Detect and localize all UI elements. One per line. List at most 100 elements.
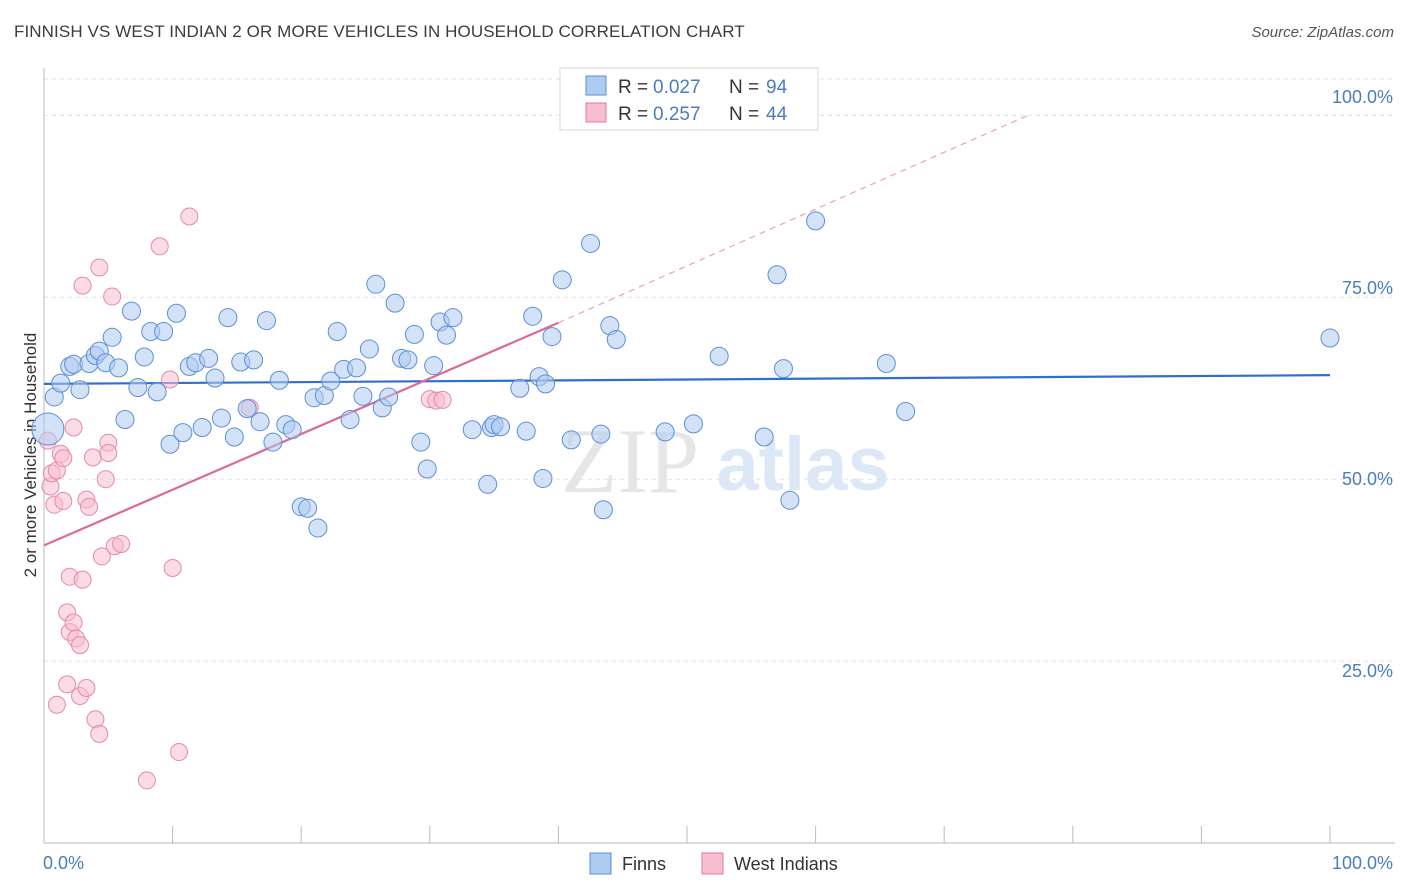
- finns-point: [523, 306, 543, 326]
- finns-point: [282, 420, 302, 440]
- finns-point: [536, 374, 556, 394]
- finns-point: [510, 378, 530, 398]
- finns-point: [340, 410, 360, 430]
- y-tick-label-100: 100.0%: [1332, 87, 1393, 107]
- finns-points: [31, 211, 1340, 538]
- west-indians-point: [112, 534, 131, 553]
- finns-point: [379, 387, 399, 407]
- west-indians-point: [47, 695, 66, 714]
- legend-r-label-finns: R =: [618, 77, 648, 98]
- finns-point: [218, 308, 238, 328]
- series-legend: Finns West Indians: [589, 852, 838, 875]
- finns-point: [346, 358, 366, 378]
- chart-title: FINNISH VS WEST INDIAN 2 OR MORE VEHICLE…: [14, 22, 745, 41]
- finns-point: [780, 490, 800, 510]
- axes: [43, 68, 1395, 844]
- west-indians-point: [90, 724, 109, 743]
- x-tick-label-0: 0.0%: [43, 853, 84, 873]
- legend-n-label-finns: N =: [729, 77, 759, 98]
- y-axis-label: 2 or more Vehicles in Household: [21, 333, 40, 578]
- finns-point: [516, 421, 536, 441]
- y-tick-label-25: 25.0%: [1342, 661, 1393, 681]
- west-indians-trend-line: [43, 321, 559, 547]
- finns-point: [443, 308, 463, 328]
- trend-lines: [43, 114, 1331, 547]
- finns-point: [353, 386, 373, 406]
- west-indians-point: [64, 613, 83, 632]
- finns-point: [366, 274, 386, 294]
- west-indians-point: [58, 675, 77, 694]
- west-indians-point: [137, 771, 156, 790]
- finns-point: [437, 325, 457, 345]
- finns-point: [754, 427, 774, 447]
- finns-point: [411, 432, 431, 452]
- finns-point: [398, 350, 418, 370]
- west-indians-point: [90, 258, 109, 277]
- finns-point: [237, 399, 257, 419]
- finns-point: [154, 321, 174, 341]
- finns-point: [709, 346, 729, 366]
- finns-point: [321, 371, 341, 391]
- legend-swatch-west-indians: [585, 102, 607, 123]
- finns-point: [298, 498, 318, 518]
- west-indians-point: [96, 470, 115, 489]
- bottom-legend-label-west-indians: West Indians: [734, 854, 838, 874]
- west-indians-trend-extension: [558, 114, 1029, 324]
- finns-point: [561, 430, 581, 450]
- grid: [44, 78, 1395, 662]
- finns-point: [211, 408, 231, 428]
- correlation-legend: R = 0.027 N = 94 R = 0.257 N = 44: [559, 67, 819, 131]
- west-indians-point: [77, 679, 96, 698]
- finns-point: [327, 321, 347, 341]
- watermark-zip: ZIP: [561, 410, 699, 512]
- finns-point: [876, 353, 896, 373]
- west-indians-point: [92, 547, 111, 566]
- x-tick-label-100: 100.0%: [1332, 853, 1393, 873]
- bottom-legend-label-finns: Finns: [622, 854, 666, 874]
- finns-point: [160, 434, 180, 454]
- west-indians-point: [71, 636, 90, 655]
- finns-point: [606, 329, 626, 349]
- finns-point: [385, 293, 405, 313]
- legend-r-label-west-indians: R =: [618, 104, 648, 125]
- finns-point: [542, 327, 562, 347]
- finns-point: [192, 418, 212, 438]
- finns-point: [552, 270, 572, 290]
- finns-point: [655, 422, 675, 442]
- legend-n-label-west-indians: N =: [729, 104, 759, 125]
- finns-point: [593, 500, 613, 520]
- west-indians-point: [170, 743, 189, 762]
- finns-point: [128, 378, 148, 398]
- finns-point: [102, 327, 122, 347]
- west-indians-point: [433, 390, 452, 409]
- finns-point: [51, 373, 71, 393]
- finns-point: [767, 265, 787, 285]
- west-indians-point: [54, 449, 73, 468]
- finns-point: [491, 417, 511, 437]
- west-indians-point: [161, 370, 180, 389]
- finns-point: [896, 402, 916, 422]
- finns-point: [581, 233, 601, 253]
- finns-point: [263, 432, 283, 452]
- legend-r-value-west-indians: 0.257: [653, 104, 701, 125]
- west-indians-point: [80, 497, 99, 516]
- legend-swatch-finns: [585, 75, 607, 96]
- finns-point: [205, 368, 225, 388]
- finns-point: [773, 359, 793, 379]
- finns-point: [147, 382, 167, 402]
- bottom-legend-swatch-west-indians: [701, 852, 724, 875]
- west-indians-point: [150, 237, 169, 256]
- watermark-atlas: atlas: [716, 422, 889, 507]
- west-indians-point: [163, 558, 182, 577]
- finns-point: [31, 412, 65, 446]
- finns-point: [478, 474, 498, 494]
- y-tick-label-75: 75.0%: [1342, 278, 1393, 298]
- west-indians-point: [64, 418, 83, 437]
- west-indians-point: [73, 276, 92, 295]
- west-indians-point: [180, 207, 199, 226]
- legend-n-value-west-indians: 44: [766, 104, 788, 125]
- west-indians-points: [38, 207, 452, 790]
- finns-point: [683, 414, 703, 434]
- finns-point: [250, 412, 270, 432]
